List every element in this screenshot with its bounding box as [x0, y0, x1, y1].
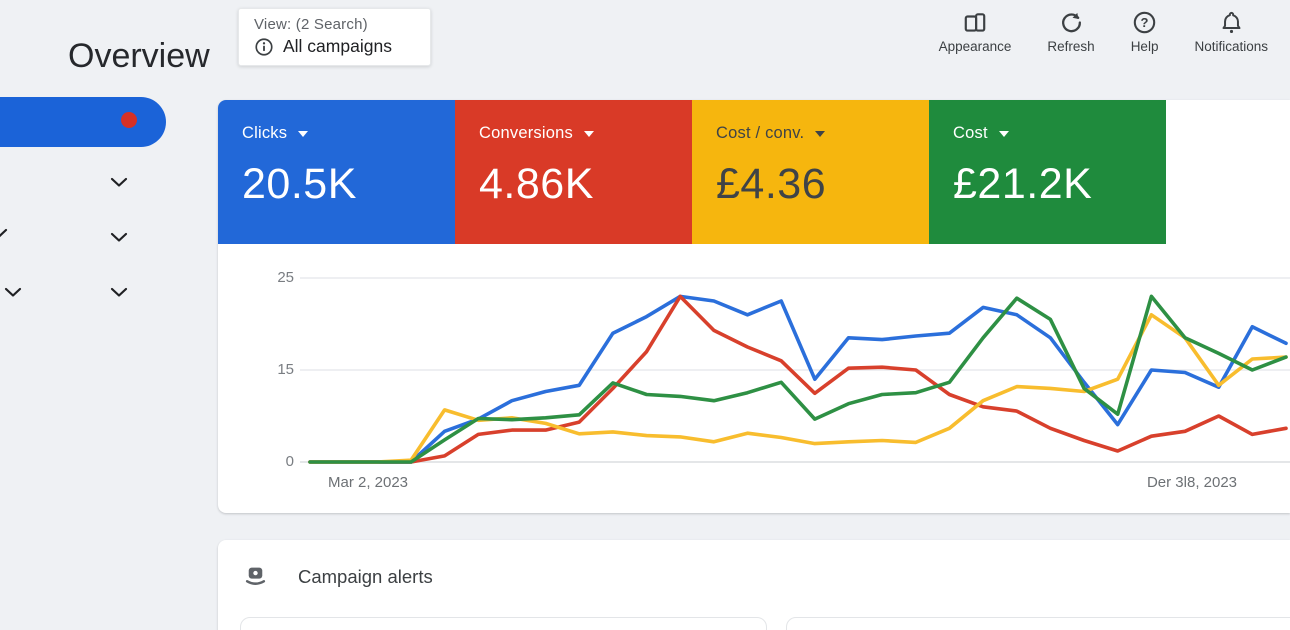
campaign-view-selector[interactable]: View: (2 Search) All campaigns	[238, 8, 431, 66]
view-scope-label: View: (2 Search)	[254, 16, 368, 33]
dropdown-caret-icon[interactable]	[815, 130, 826, 137]
appearance-icon	[962, 9, 988, 36]
metric-value: £4.36	[716, 160, 827, 208]
y-axis-tick-25: 25	[277, 269, 294, 286]
chart-line-cost	[308, 294, 1288, 464]
metric-card-cost[interactable]: Cost £21.2K	[929, 100, 1166, 244]
sidebar	[0, 0, 218, 630]
metric-label: Clicks	[242, 124, 288, 142]
campaign-alerts-card: Campaign alerts	[218, 540, 1290, 630]
dropdown-caret-icon[interactable]	[298, 130, 309, 137]
y-axis-tick-0: 0	[285, 453, 294, 470]
chevron-down-icon[interactable]	[0, 228, 8, 239]
notifications-bell-icon	[1219, 9, 1244, 36]
y-axis-tick-15: 15	[277, 361, 294, 378]
page-title: Overview	[68, 36, 210, 75]
campaign-megaphone-icon	[243, 564, 268, 589]
action-label: Appearance	[938, 39, 1012, 54]
x-axis-label-end: Der 3l8, 2023	[1146, 474, 1238, 491]
view-selection-label: All campaigns	[283, 36, 392, 56]
refresh-icon	[1059, 9, 1084, 36]
chart-line-cost-conv-	[308, 313, 1288, 464]
action-label: Notifications	[1194, 39, 1268, 54]
metric-label: Cost / conv.	[716, 124, 805, 142]
alert-card-1[interactable]	[240, 617, 767, 630]
metric-card-cost-per-conv[interactable]: Cost / conv. £4.36	[692, 100, 929, 244]
chevron-down-icon[interactable]	[110, 232, 128, 243]
metric-card-conversions[interactable]: Conversions 4.86K	[455, 100, 692, 244]
x-axis-label-start: Mar 2, 2023	[327, 474, 409, 491]
header-actions: Appearance Refresh ? Help Notifications	[939, 9, 1268, 54]
appearance-button[interactable]: Appearance	[938, 9, 1012, 54]
metric-label: Conversions	[479, 124, 573, 142]
metric-card-clicks[interactable]: Clicks 20.5K	[218, 100, 455, 244]
section-title: Campaign alerts	[298, 565, 433, 587]
metric-tiles-row: Clicks 20.5K Conversions 4.86K Cost / co…	[218, 100, 1290, 244]
svg-text:?: ?	[1141, 15, 1149, 30]
chart-line-conversions	[308, 294, 1288, 464]
info-icon	[254, 37, 274, 57]
chevron-down-icon[interactable]	[110, 177, 128, 188]
metric-label: Cost	[953, 124, 988, 142]
metric-value: 4.86K	[479, 160, 594, 208]
chevron-down-icon[interactable]	[110, 287, 128, 298]
help-icon: ?	[1132, 9, 1157, 36]
overview-card: Clicks 20.5K Conversions 4.86K Cost / co…	[218, 100, 1290, 513]
refresh-button[interactable]: Refresh	[1047, 9, 1095, 54]
chevron-down-icon[interactable]	[4, 287, 22, 298]
performance-line-chart[interactable]: 25 15 0 Mar 2, 2023 Der 3l8, 2023	[218, 248, 1290, 513]
sidebar-active-item[interactable]	[0, 97, 166, 147]
dropdown-caret-icon[interactable]	[998, 130, 1009, 137]
dropdown-caret-icon[interactable]	[583, 130, 594, 137]
notifications-button[interactable]: Notifications	[1194, 9, 1268, 54]
metric-value: £21.2K	[953, 160, 1093, 208]
help-button[interactable]: ? Help	[1130, 9, 1159, 54]
action-label: Help	[1130, 39, 1159, 54]
metric-value: 20.5K	[242, 160, 357, 208]
notification-dot-icon	[121, 112, 137, 128]
chart-canvas	[300, 277, 1290, 464]
alert-card-2[interactable]	[786, 617, 1290, 630]
action-label: Refresh	[1047, 39, 1095, 54]
